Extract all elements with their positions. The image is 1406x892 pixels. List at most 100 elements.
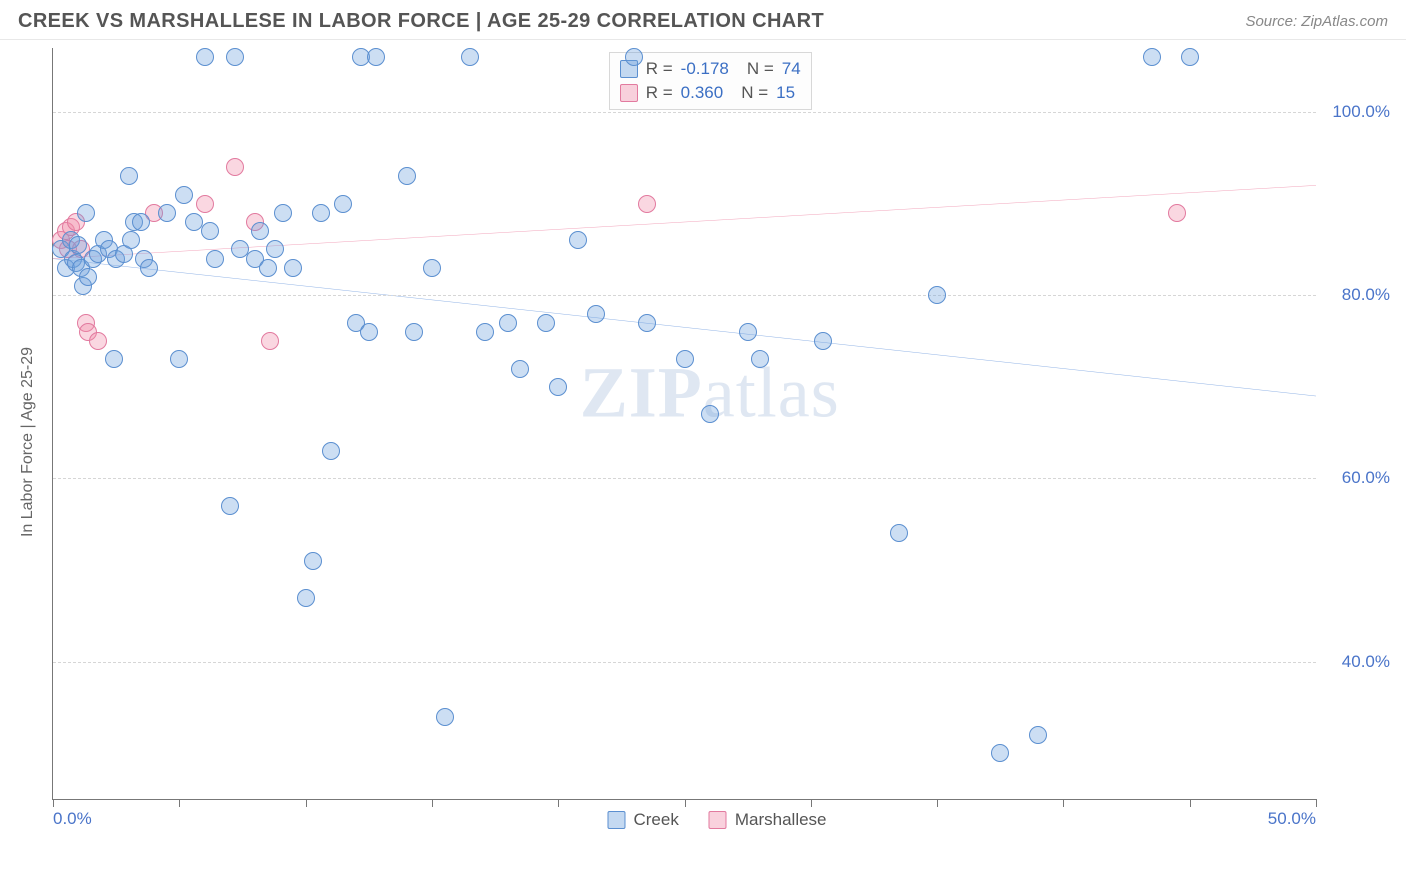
legend-r-label: R = bbox=[646, 57, 673, 81]
regression-lines bbox=[53, 48, 1316, 799]
legend-r-label: R = bbox=[646, 81, 673, 105]
data-point-creek bbox=[928, 286, 946, 304]
data-point-creek bbox=[158, 204, 176, 222]
x-tick-mark bbox=[432, 799, 433, 807]
data-point-creek bbox=[398, 167, 416, 185]
data-point-creek bbox=[312, 204, 330, 222]
data-point-creek bbox=[367, 48, 385, 66]
legend-row: R = 0.360 N = 15 bbox=[620, 81, 801, 105]
chart-source: Source: ZipAtlas.com bbox=[1245, 13, 1388, 30]
regression-line-creek bbox=[53, 259, 1316, 396]
data-point-creek bbox=[322, 442, 340, 460]
data-point-creek bbox=[476, 323, 494, 341]
gridline bbox=[53, 112, 1316, 113]
data-point-creek bbox=[170, 350, 188, 368]
data-point-creek bbox=[461, 48, 479, 66]
x-tick-mark bbox=[53, 799, 54, 807]
y-tick-label: 40.0% bbox=[1342, 652, 1390, 672]
legend-series: Creek Marshallese bbox=[607, 810, 826, 830]
data-point-creek bbox=[175, 186, 193, 204]
data-point-creek bbox=[701, 405, 719, 423]
y-tick-label: 80.0% bbox=[1342, 285, 1390, 305]
data-point-creek bbox=[625, 48, 643, 66]
data-point-creek bbox=[77, 204, 95, 222]
data-point-creek bbox=[251, 222, 269, 240]
x-tick-mark bbox=[558, 799, 559, 807]
data-point-creek bbox=[1143, 48, 1161, 66]
legend-item: Marshallese bbox=[709, 810, 827, 830]
chart-title: CREEK VS MARSHALLESE IN LABOR FORCE | AG… bbox=[18, 10, 824, 33]
data-point-creek bbox=[423, 259, 441, 277]
data-point-creek bbox=[221, 497, 239, 515]
data-point-creek bbox=[1029, 726, 1047, 744]
chart-header: CREEK VS MARSHALLESE IN LABOR FORCE | AG… bbox=[0, 0, 1406, 40]
chart-container: In Labor Force | Age 25-29 ZIPatlas R =-… bbox=[36, 48, 1398, 836]
data-point-creek bbox=[69, 236, 87, 254]
gridline bbox=[53, 662, 1316, 663]
legend-r-value: 0.360 bbox=[681, 81, 724, 105]
legend-label: Marshallese bbox=[735, 810, 827, 830]
data-point-creek bbox=[638, 314, 656, 332]
legend-n-label: N = bbox=[741, 81, 768, 105]
data-point-creek bbox=[1181, 48, 1199, 66]
x-tick-mark bbox=[1316, 799, 1317, 807]
legend-r-value: -0.178 bbox=[681, 57, 729, 81]
data-point-creek bbox=[132, 213, 150, 231]
data-point-creek bbox=[405, 323, 423, 341]
y-tick-label: 100.0% bbox=[1332, 102, 1390, 122]
data-point-marshallese bbox=[638, 195, 656, 213]
data-point-creek bbox=[105, 350, 123, 368]
x-tick-mark bbox=[685, 799, 686, 807]
data-point-creek bbox=[499, 314, 517, 332]
x-tick-mark bbox=[811, 799, 812, 807]
gridline bbox=[53, 478, 1316, 479]
legend-item: Creek bbox=[607, 810, 678, 830]
data-point-marshallese bbox=[89, 332, 107, 350]
data-point-creek bbox=[304, 552, 322, 570]
x-tick-mark bbox=[1063, 799, 1064, 807]
gridline bbox=[53, 295, 1316, 296]
data-point-creek bbox=[79, 268, 97, 286]
data-point-creek bbox=[751, 350, 769, 368]
data-point-creek bbox=[676, 350, 694, 368]
data-point-creek bbox=[334, 195, 352, 213]
data-point-marshallese bbox=[261, 332, 279, 350]
data-point-creek bbox=[196, 48, 214, 66]
legend-row: R =-0.178N =74 bbox=[620, 57, 801, 81]
data-point-creek bbox=[201, 222, 219, 240]
y-tick-label: 60.0% bbox=[1342, 468, 1390, 488]
data-point-creek bbox=[274, 204, 292, 222]
x-tick-label: 0.0% bbox=[53, 809, 92, 829]
data-point-creek bbox=[226, 48, 244, 66]
data-point-creek bbox=[814, 332, 832, 350]
x-tick-mark bbox=[1190, 799, 1191, 807]
data-point-marshallese bbox=[196, 195, 214, 213]
legend-swatch bbox=[607, 811, 625, 829]
data-point-creek bbox=[360, 323, 378, 341]
data-point-creek bbox=[991, 744, 1009, 762]
legend-n-label: N = bbox=[747, 57, 774, 81]
data-point-creek bbox=[587, 305, 605, 323]
x-tick-label: 50.0% bbox=[1268, 809, 1316, 829]
legend-n-value: 15 bbox=[776, 81, 795, 105]
x-tick-mark bbox=[306, 799, 307, 807]
data-point-creek bbox=[549, 378, 567, 396]
data-point-creek bbox=[511, 360, 529, 378]
data-point-creek bbox=[122, 231, 140, 249]
data-point-creek bbox=[569, 231, 587, 249]
data-point-creek bbox=[266, 240, 284, 258]
data-point-creek bbox=[120, 167, 138, 185]
y-axis-label: In Labor Force | Age 25-29 bbox=[19, 347, 37, 537]
plot-area: ZIPatlas R =-0.178N =74R =0.360N =15 40.… bbox=[52, 48, 1316, 800]
data-point-creek bbox=[297, 589, 315, 607]
data-point-creek bbox=[140, 259, 158, 277]
data-point-creek bbox=[890, 524, 908, 542]
legend-label: Creek bbox=[633, 810, 678, 830]
x-tick-mark bbox=[179, 799, 180, 807]
data-point-creek bbox=[284, 259, 302, 277]
data-point-creek bbox=[436, 708, 454, 726]
legend-swatch bbox=[709, 811, 727, 829]
data-point-creek bbox=[739, 323, 757, 341]
data-point-marshallese bbox=[1168, 204, 1186, 222]
data-point-marshallese bbox=[226, 158, 244, 176]
